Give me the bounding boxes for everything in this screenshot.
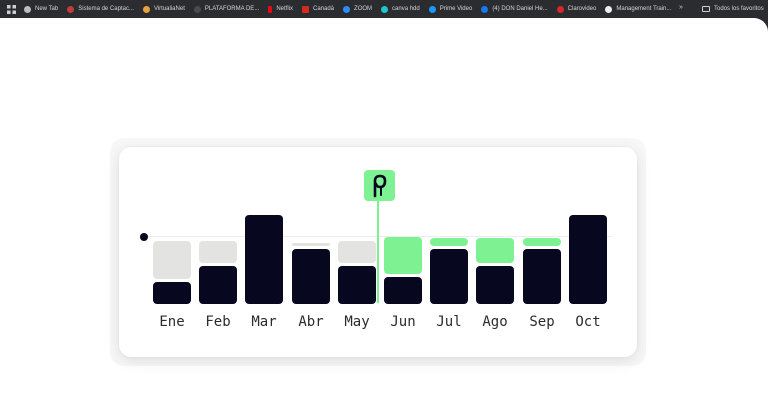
bar-abr[interactable] bbox=[292, 249, 330, 304]
bookmark-label: ZOOM bbox=[354, 6, 373, 12]
bar-ago[interactable] bbox=[476, 266, 514, 304]
bar-upper-sep[interactable] bbox=[523, 238, 561, 246]
all-bookmarks-label: Todos los favoritos bbox=[714, 6, 764, 12]
bar-ene[interactable] bbox=[153, 282, 191, 304]
bookmark-label: (4) DON Daniel He... bbox=[492, 6, 548, 12]
bookmark-zoom[interactable]: ZOOM bbox=[343, 5, 373, 13]
bookmark-new-tab[interactable]: New Tab bbox=[24, 5, 59, 13]
bar-jul[interactable] bbox=[430, 249, 468, 304]
bar-upper-ago[interactable] bbox=[476, 238, 514, 263]
zoom-icon bbox=[343, 5, 351, 13]
bar-upper-ene[interactable] bbox=[153, 241, 191, 279]
apps-grid-icon[interactable] bbox=[6, 4, 16, 14]
facebook-icon bbox=[481, 5, 489, 13]
more-bookmarks-button[interactable]: » bbox=[679, 4, 683, 11]
bookmark-label: New Tab bbox=[35, 6, 59, 12]
bookmark-plataforma[interactable]: PLATAFORMA DE... bbox=[193, 5, 260, 13]
claro-icon bbox=[556, 5, 564, 13]
bookmark-label: Prime Video bbox=[439, 6, 473, 12]
month-label: Sep bbox=[529, 314, 555, 330]
globe-icon bbox=[24, 5, 31, 13]
scroll-cursor-icon bbox=[373, 174, 386, 197]
bookmark-canada[interactable]: Canadá bbox=[302, 5, 335, 13]
bookmark-label: Canadá bbox=[313, 6, 335, 12]
info-icon bbox=[605, 5, 613, 13]
chart-start-dot bbox=[140, 233, 148, 241]
bar-mar[interactable] bbox=[245, 215, 283, 304]
page-corner bbox=[754, 18, 768, 32]
prime-icon bbox=[428, 5, 436, 13]
bookmark-sistema[interactable]: Sistema de Captac... bbox=[67, 5, 134, 13]
bar-may[interactable] bbox=[338, 266, 376, 304]
bookmark-virtualianet[interactable]: VirtualiaNet bbox=[142, 5, 185, 13]
month-label: Ene bbox=[159, 314, 185, 330]
canva-icon bbox=[381, 5, 389, 13]
month-label: Jun bbox=[390, 314, 416, 330]
site-icon bbox=[67, 5, 75, 13]
bookmark-canva[interactable]: canva hdd bbox=[381, 5, 420, 13]
bar-oct[interactable] bbox=[569, 215, 607, 304]
site-icon bbox=[142, 5, 150, 13]
bookmark-label: Netflix bbox=[276, 6, 293, 12]
month-label: Mar bbox=[251, 314, 277, 330]
selection-line bbox=[377, 197, 379, 303]
bookmark-label: Sistema de Captac... bbox=[78, 6, 134, 12]
bar-upper-feb[interactable] bbox=[199, 241, 237, 263]
bar-feb[interactable] bbox=[199, 266, 237, 304]
bookmark-netflix[interactable]: Netflix bbox=[268, 5, 293, 13]
month-label: Ago bbox=[482, 314, 508, 330]
bookmarks-bar: New Tab Sistema de Captac... VirtualiaNe… bbox=[0, 0, 768, 18]
bookmark-clarovideo[interactable]: Clarovideo bbox=[556, 5, 597, 13]
chart-card: Ene Feb Mar Abr May Jun Jul Ago Sep Oct bbox=[119, 147, 637, 357]
month-label: Jul bbox=[436, 314, 462, 330]
netflix-icon bbox=[268, 5, 273, 13]
flag-icon bbox=[302, 5, 309, 13]
bookmark-management[interactable]: Management Train... bbox=[605, 5, 672, 13]
month-label: Oct bbox=[575, 314, 601, 330]
bar-jun[interactable] bbox=[384, 277, 422, 304]
bookmark-prime-video[interactable]: Prime Video bbox=[428, 5, 473, 13]
selection-marker[interactable] bbox=[364, 170, 395, 201]
bar-upper-jun[interactable] bbox=[384, 237, 422, 274]
all-bookmarks-button[interactable]: Todos los favoritos bbox=[702, 0, 764, 18]
month-label: Feb bbox=[205, 314, 231, 330]
bookmark-label: VirtualiaNet bbox=[153, 6, 185, 12]
bookmark-facebook[interactable]: (4) DON Daniel He... bbox=[481, 5, 548, 13]
bookmark-label: Clarovideo bbox=[567, 6, 597, 12]
bar-upper-abr[interactable] bbox=[292, 243, 330, 246]
month-label: Abr bbox=[298, 314, 324, 330]
folder-icon bbox=[702, 6, 710, 12]
bookmark-label: PLATAFORMA DE... bbox=[204, 6, 260, 12]
bar-sep[interactable] bbox=[523, 249, 561, 304]
bar-upper-may[interactable] bbox=[338, 241, 376, 263]
bookmark-label: canva hdd bbox=[392, 6, 420, 12]
bar-upper-jul[interactable] bbox=[430, 238, 468, 246]
bookmark-label: Management Train... bbox=[616, 6, 672, 12]
month-label: May bbox=[344, 314, 370, 330]
site-icon bbox=[193, 5, 201, 13]
